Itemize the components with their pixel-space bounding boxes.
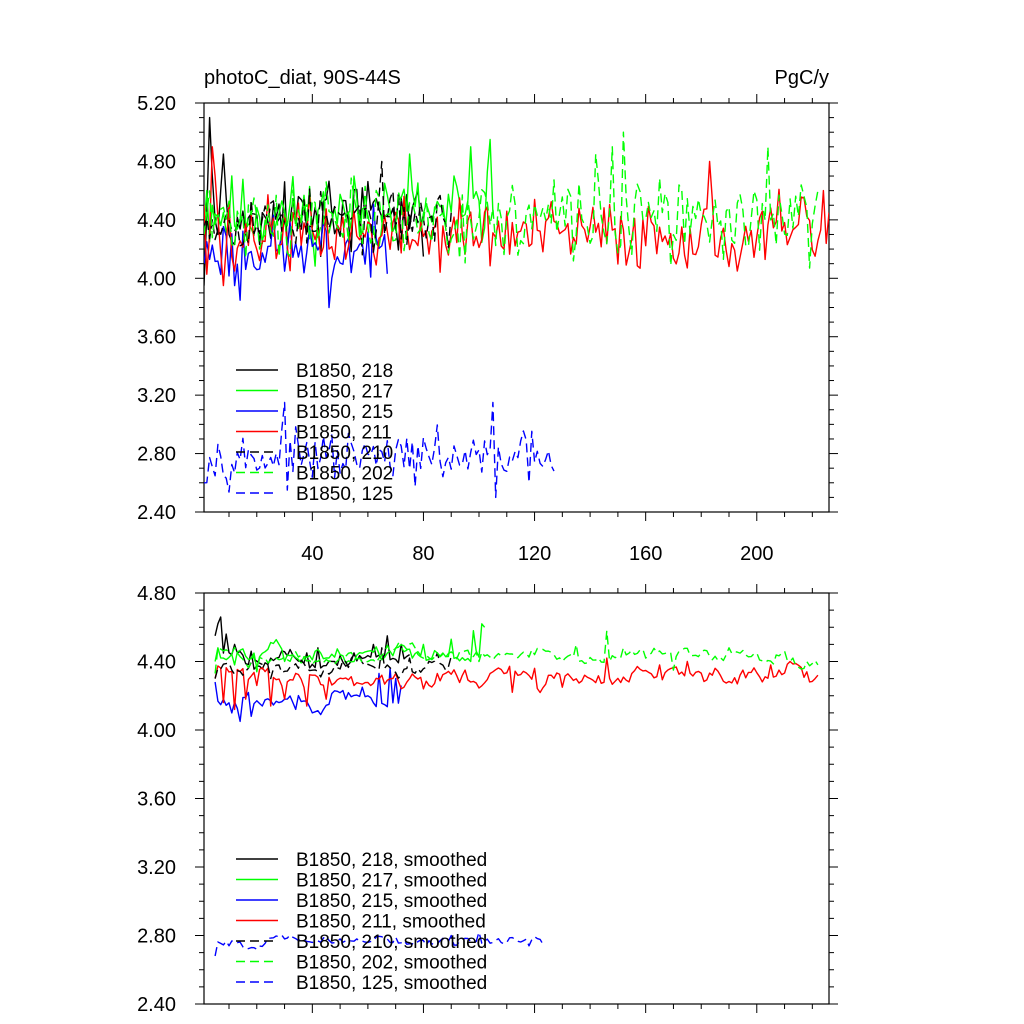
x-tick-label: 160 [629, 543, 662, 565]
panel-title: photoC_diat, 90S-44S [204, 67, 401, 89]
y-tick-label: 2.80 [137, 444, 176, 466]
series-line-4 [204, 146, 829, 287]
legend-label: B1850, 211, smoothed [296, 912, 486, 933]
y-tick-label: 4.00 [137, 720, 176, 742]
y-tick-label: 3.60 [137, 789, 176, 811]
y-tick-label: 2.40 [137, 502, 176, 524]
legend-label: B1850, 202, smoothed [296, 953, 487, 974]
series-group [214, 616, 819, 957]
bottom-panel: 2.40 2.80 3.20 3.60 4.00 4.40 4.80 B1850, 218, … [137, 583, 838, 1016]
x-tick-label: 40 [301, 543, 323, 565]
series-line-5 [214, 647, 452, 680]
top-panel: photoC_diat, 90S-44S PgC/y 2.40 2.80 3.20 3… [137, 67, 838, 565]
y-tick-label: 2.80 [137, 926, 176, 948]
y-tick-label: 4.80 [137, 151, 176, 173]
series-line-5 [204, 160, 452, 256]
y-tick-label: 3.20 [137, 385, 176, 407]
legend-label: B1850, 217, smoothed [296, 871, 487, 892]
x-tick-label: 80 [412, 543, 434, 565]
legend-label: B1850, 211 [296, 423, 392, 444]
series-group [204, 116, 829, 499]
y-tick-label: 4.00 [137, 268, 176, 290]
series-line-1 [214, 616, 410, 670]
legend-label: B1850, 125, smoothed [296, 973, 487, 994]
y-tick-label: 5.20 [137, 93, 176, 115]
y-tick-label: 4.80 [137, 583, 176, 605]
legend-label: B1850, 215 [296, 402, 393, 423]
legend-label: B1850, 210, smoothed [296, 932, 487, 953]
series-line-7 [214, 931, 544, 957]
y-tick-label: 2.40 [137, 994, 176, 1016]
legend-label: B1850, 125 [296, 484, 393, 505]
legend-label: B1850, 210 [296, 443, 393, 464]
x-tick-label: 120 [518, 543, 551, 565]
y-tick-label: 4.40 [137, 210, 176, 232]
y-tick-label: 3.20 [137, 857, 176, 879]
series-line-1 [204, 116, 425, 286]
y-tick-label: 4.40 [137, 652, 176, 674]
x-tick-label: 200 [740, 543, 773, 565]
series-line-2 [214, 623, 486, 669]
legend-label: B1850, 217 [296, 382, 393, 403]
series-line-6 [214, 630, 819, 674]
legend-label: B1850, 202 [296, 464, 393, 485]
units-label: PgC/y [775, 67, 829, 89]
legend-label: B1850, 215, smoothed [296, 891, 487, 912]
series-line-4 [214, 657, 819, 711]
legend-label: B1850, 218, smoothed [296, 850, 487, 871]
series-line-7 [204, 401, 555, 499]
series-line-2 [204, 138, 494, 267]
legend-label: B1850, 218 [296, 361, 393, 382]
series-line-6 [204, 131, 819, 269]
y-tick-label: 3.60 [137, 327, 176, 349]
